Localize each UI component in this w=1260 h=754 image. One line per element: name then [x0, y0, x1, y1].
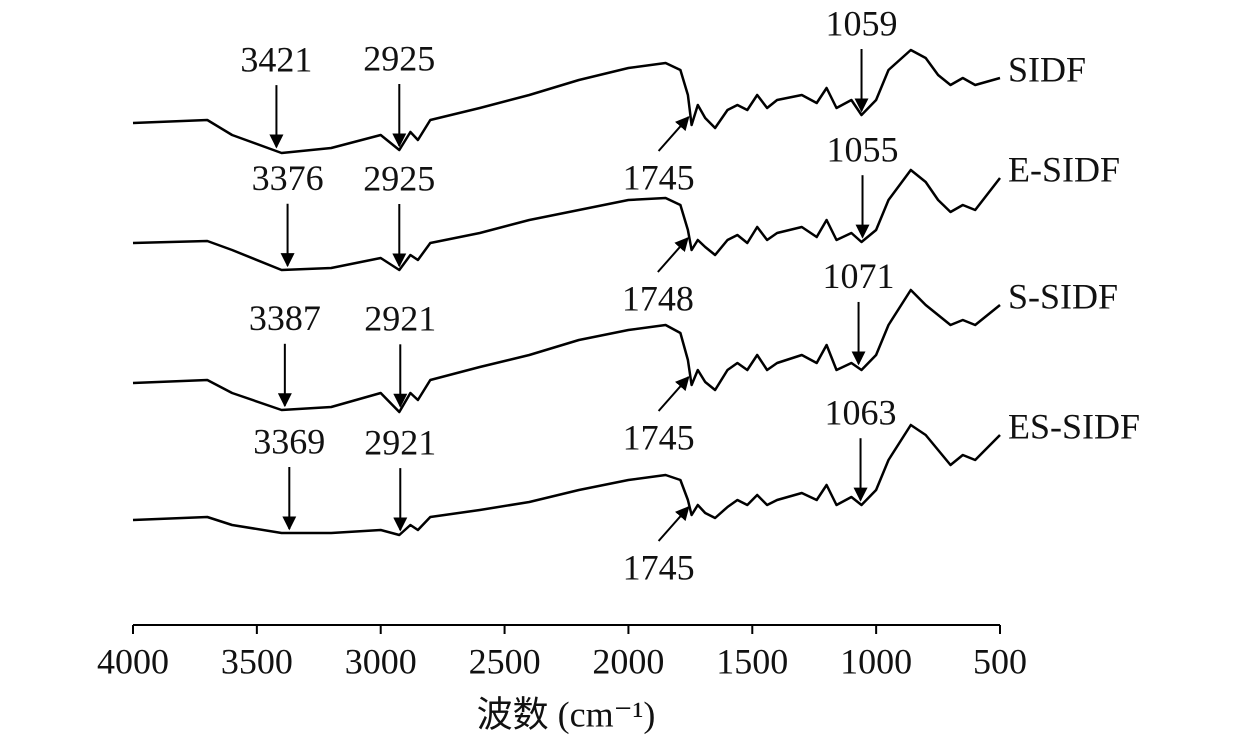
- peak-label: 2921: [364, 299, 436, 339]
- x-tick-label: 2000: [592, 641, 664, 681]
- peak-arrow: [657, 375, 690, 412]
- x-tick-label: 1500: [716, 641, 788, 681]
- x-tick-label: 3000: [345, 641, 417, 681]
- peak-label: 1745: [623, 157, 695, 197]
- peak-label: 1071: [823, 256, 895, 296]
- x-tick-label: 500: [973, 641, 1027, 681]
- peak-label: 1748: [622, 278, 694, 318]
- peak-arrow: [657, 505, 690, 542]
- series-label: ES-SIDF: [1008, 406, 1140, 446]
- peak-label: 1055: [827, 129, 899, 169]
- peak-label: 3369: [253, 421, 325, 461]
- spectrum-line: [132, 288, 1001, 414]
- peak-label: 2925: [363, 38, 435, 78]
- spectrum-line: [132, 48, 1001, 155]
- spectrum-line: [132, 168, 1001, 272]
- peak-arrow: [657, 115, 690, 152]
- peak-label: 3387: [249, 298, 321, 338]
- peak-label: 1745: [623, 547, 695, 587]
- x-tick-label: 4000: [97, 641, 169, 681]
- series-label: S-SIDF: [1008, 276, 1118, 316]
- peak-label: 3376: [252, 158, 324, 198]
- peak-label: 2921: [364, 422, 436, 462]
- peak-arrow: [657, 236, 689, 273]
- series-label: E-SIDF: [1008, 149, 1120, 189]
- peak-label: 2925: [363, 158, 435, 198]
- x-tick-label: 2500: [469, 641, 541, 681]
- x-tick-label: 1000: [840, 641, 912, 681]
- spectrum-line: [132, 423, 1001, 537]
- peak-label: 1059: [826, 3, 898, 43]
- peak-label: 1063: [825, 392, 897, 432]
- peak-label: 1745: [623, 417, 695, 457]
- series-label: SIDF: [1008, 49, 1086, 89]
- peak-label: 3421: [240, 39, 312, 79]
- x-axis-label: 波数 (cm⁻¹): [477, 694, 656, 734]
- x-tick-label: 3500: [221, 641, 293, 681]
